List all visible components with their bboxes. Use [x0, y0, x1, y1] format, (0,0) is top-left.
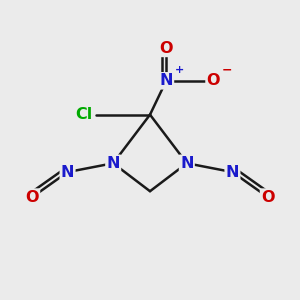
Text: N: N: [106, 156, 120, 171]
Text: N: N: [226, 165, 239, 180]
Text: Cl: Cl: [75, 106, 93, 122]
Text: N: N: [180, 156, 194, 171]
Text: −: −: [221, 64, 232, 77]
Text: O: O: [261, 190, 274, 205]
Text: O: O: [26, 190, 39, 205]
Text: O: O: [159, 41, 173, 56]
Text: N: N: [159, 73, 173, 88]
Text: +: +: [175, 65, 184, 76]
Text: N: N: [61, 165, 74, 180]
Text: O: O: [207, 73, 220, 88]
